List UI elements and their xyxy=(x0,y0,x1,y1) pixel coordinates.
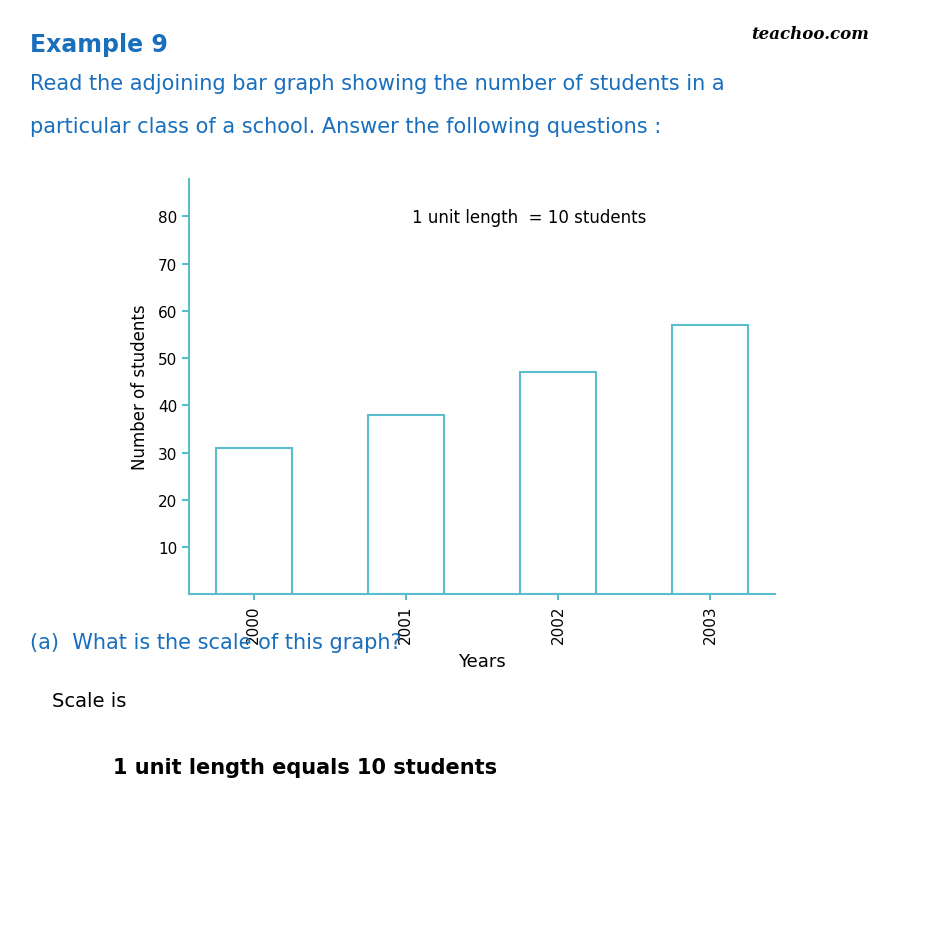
Text: Scale is: Scale is xyxy=(52,691,126,710)
Text: particular class of a school. Answer the following questions :: particular class of a school. Answer the… xyxy=(30,117,661,137)
Bar xyxy=(367,415,444,595)
Text: (a)  What is the scale of this graph?: (a) What is the scale of this graph? xyxy=(30,632,401,652)
X-axis label: Years: Years xyxy=(458,652,505,670)
Text: 1 unit length equals 10 students: 1 unit length equals 10 students xyxy=(113,757,497,777)
Text: Example 9: Example 9 xyxy=(30,33,168,57)
Bar xyxy=(519,373,596,595)
Text: Read the adjoining bar graph showing the number of students in a: Read the adjoining bar graph showing the… xyxy=(30,74,724,93)
Bar xyxy=(671,326,748,595)
Text: 1 unit length  = 10 students: 1 unit length = 10 students xyxy=(412,209,646,227)
Text: teachoo.com: teachoo.com xyxy=(750,26,868,43)
Bar xyxy=(215,448,292,595)
Y-axis label: Number of students: Number of students xyxy=(131,304,149,470)
